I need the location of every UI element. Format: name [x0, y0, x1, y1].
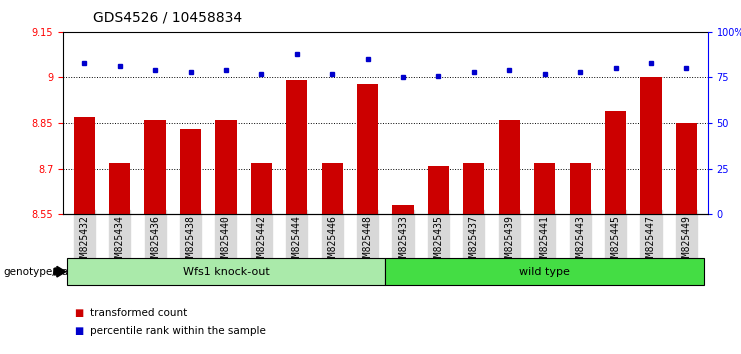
Bar [322, 162, 343, 214]
Bar [605, 111, 626, 214]
Text: genotype/variation: genotype/variation [4, 267, 103, 277]
Bar [216, 120, 236, 214]
Bar [286, 80, 308, 214]
Text: ■: ■ [74, 326, 83, 336]
Text: wild type: wild type [519, 267, 570, 277]
Bar [570, 162, 591, 214]
Text: Wfs1 knock-out: Wfs1 knock-out [182, 267, 269, 277]
Bar [428, 166, 449, 214]
Bar [180, 129, 201, 214]
Bar [393, 205, 413, 214]
Text: ■: ■ [74, 308, 83, 318]
Text: percentile rank within the sample: percentile rank within the sample [90, 326, 266, 336]
Bar [463, 162, 485, 214]
Bar [250, 162, 272, 214]
Bar [640, 78, 662, 214]
Bar [144, 120, 166, 214]
Bar [109, 162, 130, 214]
Bar [676, 123, 697, 214]
Bar [534, 162, 555, 214]
Bar [499, 120, 520, 214]
Text: GDS4526 / 10458834: GDS4526 / 10458834 [93, 11, 242, 25]
Bar [357, 84, 378, 214]
Bar [73, 117, 95, 214]
Text: transformed count: transformed count [90, 308, 187, 318]
